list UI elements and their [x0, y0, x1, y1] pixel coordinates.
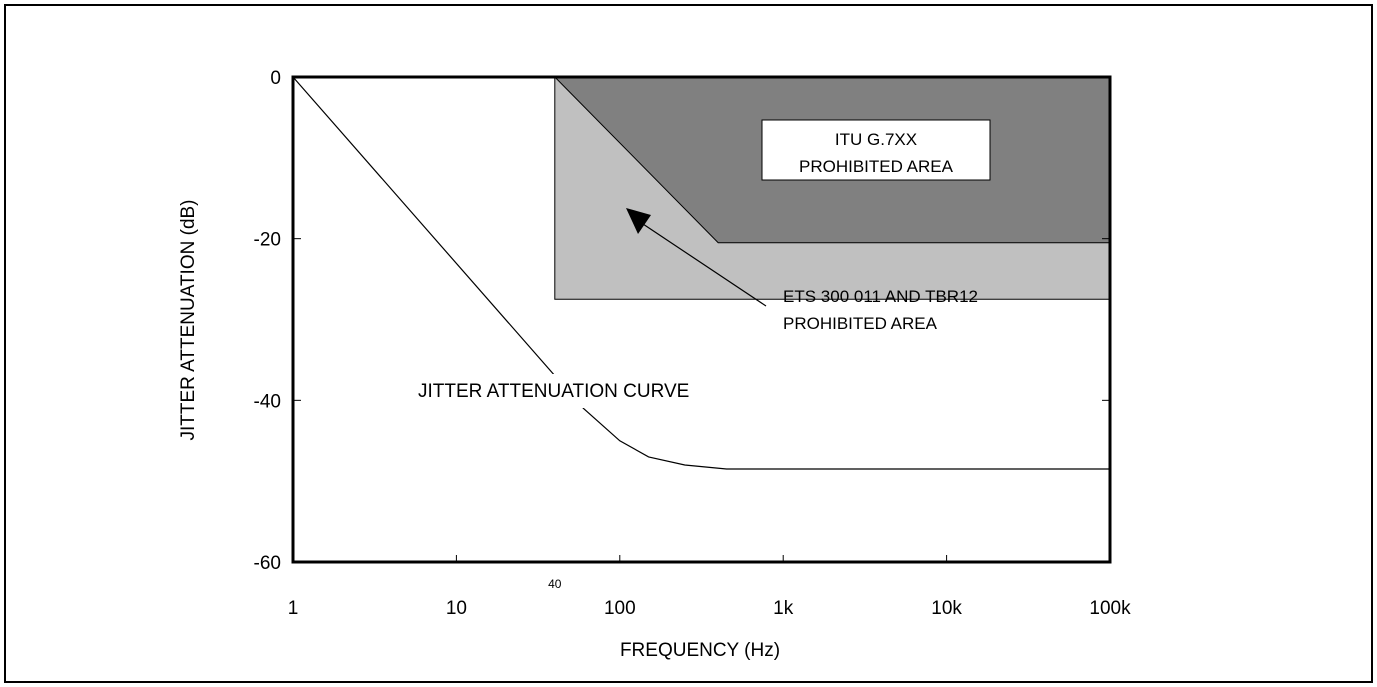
jitter-attenuation-curve-label: JITTER ATTENUATION CURVE	[418, 381, 689, 402]
plot-area-border	[291, 75, 1112, 564]
x-tick-label: 10	[446, 598, 467, 619]
ets-arrow-head	[626, 208, 651, 234]
x-tick-label: 1	[288, 598, 299, 619]
ets-arrow-shaft	[639, 221, 767, 307]
prohibited-regions	[553, 76, 1111, 300]
y-tick-label: -60	[254, 553, 281, 574]
y-tick-label: -20	[254, 230, 281, 251]
x-axis-label: FREQUENCY (Hz)	[620, 640, 780, 661]
y-tick-label: 0	[270, 68, 281, 89]
itu-label-box	[761, 119, 991, 181]
jitter-attenuation-curve-line	[292, 76, 1110, 470]
chart-series	[292, 76, 1110, 470]
curve-label-background	[408, 374, 774, 408]
itu-area-label-line-1: ITU G.7XX	[835, 130, 917, 149]
x-tick-label: 10k	[931, 598, 962, 619]
ets-area-label-line-2: PROHIBITED AREA	[783, 314, 938, 333]
x-minor-tick-label: 40	[548, 577, 562, 591]
y-axis-label: JITTER ATTENUATION (dB)	[178, 199, 199, 440]
x-tick-label: 1k	[773, 598, 794, 619]
chart-annotations: JITTER ATTENUATION CURVE ETS 300 011 AND …	[408, 119, 991, 408]
itu-area-label-line-2: PROHIBITED AREA	[799, 157, 954, 176]
y-tick-label: -40	[254, 391, 281, 412]
axis-labels: FREQUENCY (Hz) JITTER ATTENUATION (dB)	[178, 199, 780, 661]
ets-area-label-line-1: ETS 300 011 AND TBR12	[783, 287, 978, 306]
axis-ticks: 1 10 100 1k 10k 100k 40 0 -20 -40 -60	[254, 68, 1132, 619]
x-tick-label: 100	[604, 598, 636, 619]
x-tick-label: 100k	[1089, 598, 1131, 619]
